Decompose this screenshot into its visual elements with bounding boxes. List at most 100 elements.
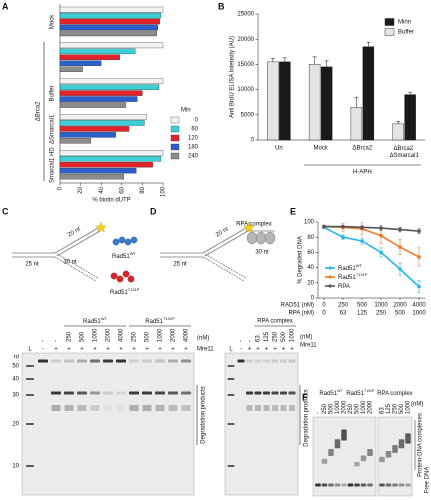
label-text: Rad51: [145, 319, 163, 325]
bar: [59, 150, 164, 156]
panel-letter: E: [290, 206, 296, 216]
side-label: Free DNA: [425, 467, 431, 494]
protein-blob: [112, 238, 120, 246]
gel-band: [90, 391, 100, 395]
x-tick-label: 40: [99, 186, 105, 193]
gel-band: [405, 433, 411, 444]
mre11-sign: +: [171, 347, 175, 353]
bar: [59, 84, 160, 90]
x2-tick-label: 125: [357, 311, 368, 317]
x-axis-label: % biotin dUTP: [92, 198, 130, 204]
gel-band: [347, 483, 354, 487]
x2-tick-label: 500: [395, 311, 406, 317]
x-tick-label: 20: [78, 186, 84, 193]
legend-marker: [328, 284, 332, 288]
mre11-sign: +: [282, 347, 286, 353]
gel-band: [321, 483, 328, 487]
mre11-sign: +: [248, 347, 252, 353]
legend-swatch: [170, 116, 180, 124]
gel-band: [379, 456, 385, 463]
gel-band: [321, 458, 328, 464]
gel-band: [129, 405, 139, 411]
gel-band: [315, 483, 321, 487]
point: [322, 224, 326, 229]
x-tick-label: ΔBrca2: [353, 146, 373, 152]
legend-marker: [328, 266, 332, 270]
x-tick-label: 60: [119, 186, 125, 193]
bar: [59, 48, 136, 55]
label-text: Rad51: [319, 391, 337, 397]
ladder-label: 50: [12, 364, 19, 370]
group-label: RPA complex: [377, 391, 413, 397]
bar: [59, 90, 143, 96]
legend-marker: [328, 275, 332, 279]
group-label: ΔBrca2: [36, 101, 42, 121]
gel-band: [142, 405, 152, 411]
gel-band: [354, 483, 360, 487]
label-text: RPA: [338, 284, 350, 290]
gel-band: [255, 405, 261, 411]
concentration-label: -: [247, 340, 253, 342]
gel-band: [51, 359, 61, 363]
mre11-sign: +: [93, 347, 97, 353]
y-tick-label: 100: [304, 220, 315, 226]
bar: [59, 96, 138, 102]
bar: [320, 66, 333, 141]
label-superscript: WT: [337, 389, 343, 393]
gel: [224, 352, 299, 496]
bar: [59, 120, 145, 126]
mre11-sign: +: [119, 347, 123, 353]
bar: [59, 126, 130, 132]
gel-band: [64, 405, 74, 411]
x-tick-label: 250: [338, 303, 349, 309]
concentration-label: 250: [348, 403, 354, 414]
category-label: Buffer: [50, 86, 56, 102]
gel-band: [263, 359, 270, 363]
label-star: [243, 221, 255, 233]
panel-letter: F: [302, 392, 308, 402]
mre11-sign: -: [240, 347, 242, 353]
label-superscript: T131P: [356, 272, 368, 277]
y-tick-label: 0: [311, 296, 315, 302]
y-tick-label: 20000: [237, 37, 254, 43]
label-text: Rad51: [110, 290, 128, 296]
gel-band: [227, 465, 235, 467]
label-superscript: WT: [101, 316, 108, 321]
concentration-label: 1000: [335, 400, 341, 414]
error-bar: [366, 41, 371, 47]
legend-swatch: [170, 134, 180, 142]
gel-band: [288, 391, 296, 395]
ladder-label: 20: [12, 422, 19, 428]
bar: [59, 173, 125, 180]
label-text: Rad51: [83, 319, 101, 325]
side-label: Degradation products: [304, 389, 310, 446]
gel-band: [168, 359, 178, 363]
label-text: Rad51: [346, 391, 364, 397]
legend-label: Rad51WT: [338, 263, 362, 272]
protein-wt: [112, 236, 138, 246]
group-label: RPA complex: [257, 319, 293, 325]
gel-band: [26, 365, 34, 367]
mre11-sign: +: [158, 347, 162, 353]
y-tick-label: 20: [307, 280, 314, 286]
concentration-label: 1000: [158, 328, 164, 342]
gel-band: [334, 483, 341, 487]
concentration-label: 1000: [361, 400, 367, 414]
concentration-label: 63: [256, 335, 262, 342]
point: [360, 239, 364, 243]
concentration-label: -: [54, 340, 60, 342]
lane-label: L: [229, 347, 233, 353]
strand: [202, 256, 245, 282]
gel-band: [246, 391, 253, 395]
x-tick-label: 1000: [374, 303, 388, 309]
gel-band: [51, 405, 61, 411]
gel-band: [90, 359, 100, 363]
gel-band: [227, 378, 235, 380]
lane-label: L: [28, 347, 32, 353]
gel-band: [271, 359, 279, 363]
point: [417, 255, 421, 259]
gel-band: [280, 391, 287, 395]
gel-band: [254, 359, 262, 363]
ladder-label: 40: [12, 377, 19, 383]
ladder-label: 30: [12, 393, 19, 399]
